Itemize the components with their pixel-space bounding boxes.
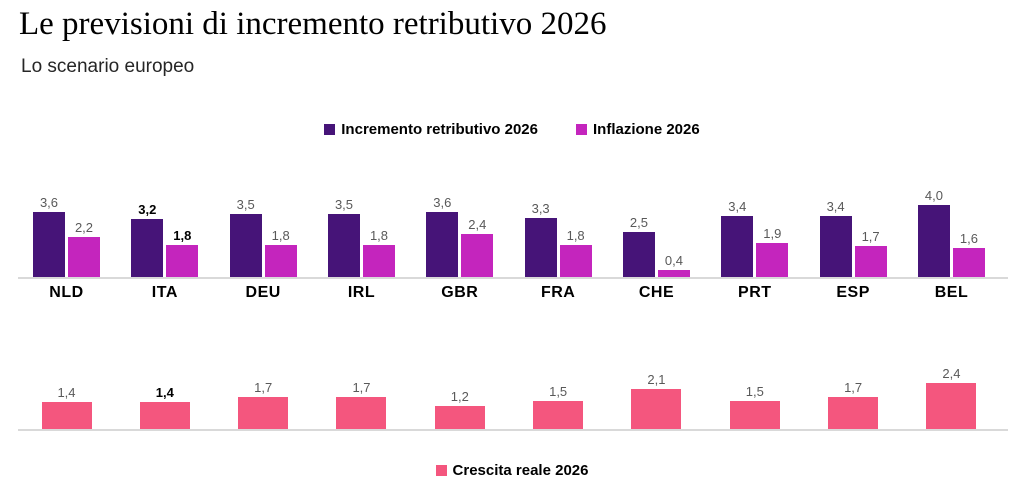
bar-inflazione-FRA bbox=[559, 244, 592, 277]
value-label-inflazione-PRT: 1,9 bbox=[763, 225, 782, 241]
value-label-inflazione-NLD: 2,2 bbox=[74, 220, 94, 236]
legend-top: Incremento retributivo 2026 Inflazione 2… bbox=[0, 121, 1024, 138]
legend-bottom: Crescita reale 2026 bbox=[0, 462, 1024, 479]
bar-incremento-DEU bbox=[229, 214, 262, 277]
value-label-incremento-FRA: 3,3 bbox=[531, 200, 550, 216]
value-label-crescita-FRA: 1,5 bbox=[549, 383, 568, 399]
value-label-incremento-BEL: 4,0 bbox=[924, 188, 943, 203]
category-label-FRA: FRA bbox=[540, 284, 576, 301]
bar-inflazione-PRT bbox=[756, 242, 789, 277]
legend-label-inflazione: Inflazione 2026 bbox=[593, 121, 700, 138]
legend-label-crescita: Crescita reale 2026 bbox=[452, 462, 589, 479]
value-label-crescita-ESP: 1,7 bbox=[844, 379, 863, 395]
bar-inflazione-CHE bbox=[657, 269, 690, 277]
value-label-inflazione-ITA: 1,8 bbox=[173, 227, 192, 243]
value-label-incremento-ESP: 3,4 bbox=[826, 198, 845, 214]
value-label-incremento-IRL: 3,5 bbox=[334, 197, 354, 212]
value-label-inflazione-DEU: 1,8 bbox=[271, 227, 290, 243]
legend-label-incremento: Incremento retributivo 2026 bbox=[341, 121, 538, 138]
value-label-crescita-BEL: 2,4 bbox=[942, 366, 961, 382]
value-label-crescita-PRT: 1,5 bbox=[745, 383, 764, 399]
bar-inflazione-IRL bbox=[362, 244, 395, 277]
category-label-BEL: BEL bbox=[934, 284, 969, 301]
bar-inflazione-ITA bbox=[166, 244, 199, 277]
bar-incremento-ITA bbox=[131, 219, 164, 277]
value-label-incremento-GBR: 3,6 bbox=[433, 195, 452, 211]
page-title: Le previsioni di incremento retributivo … bbox=[19, 6, 607, 42]
category-label-ESP: ESP bbox=[836, 284, 870, 301]
value-label-crescita-ITA: 1,4 bbox=[155, 385, 174, 401]
bar-crescita-IRL bbox=[336, 396, 387, 429]
value-label-incremento-NLD: 3,6 bbox=[39, 195, 59, 211]
bar-crescita-BEL bbox=[926, 383, 977, 429]
bar-crescita-ESP bbox=[828, 396, 879, 429]
bar-inflazione-NLD bbox=[68, 237, 100, 277]
legend-item-inflazione: Inflazione 2026 bbox=[576, 121, 700, 138]
value-label-incremento-DEU: 3,5 bbox=[236, 197, 255, 212]
bar-incremento-BEL bbox=[917, 205, 950, 277]
bar-incremento-CHE bbox=[622, 232, 655, 277]
bar-crescita-ITA bbox=[139, 402, 190, 429]
value-label-inflazione-IRL: 1,8 bbox=[369, 227, 389, 243]
legend-swatch-incremento bbox=[324, 124, 336, 135]
page-subtitle: Lo scenario europeo bbox=[21, 56, 195, 77]
bar-crescita-NLD bbox=[41, 402, 92, 429]
value-label-crescita-CHE: 2,1 bbox=[647, 372, 666, 388]
category-label-IRL: IRL bbox=[347, 284, 376, 301]
category-label-DEU: DEU bbox=[245, 284, 281, 301]
value-label-inflazione-FRA: 1,8 bbox=[566, 227, 585, 243]
value-label-inflazione-BEL: 1,6 bbox=[959, 231, 978, 247]
value-label-crescita-IRL: 1,7 bbox=[352, 379, 371, 395]
bar-crescita-FRA bbox=[533, 400, 584, 429]
value-label-crescita-DEU: 1,7 bbox=[254, 379, 273, 395]
bar-incremento-GBR bbox=[426, 212, 459, 277]
category-label-GBR: GBR bbox=[441, 284, 479, 301]
bar-incremento-ESP bbox=[819, 215, 852, 277]
value-label-inflazione-CHE: 0,4 bbox=[664, 252, 683, 268]
bar-inflazione-ESP bbox=[854, 246, 887, 277]
bar-inflazione-BEL bbox=[952, 248, 985, 277]
legend-item-crescita: Crescita reale 2026 bbox=[435, 462, 589, 479]
bar-incremento-PRT bbox=[721, 215, 754, 277]
value-label-crescita-GBR: 1,2 bbox=[450, 389, 469, 405]
value-label-crescita-NLD: 1,4 bbox=[57, 385, 76, 401]
value-label-inflazione-GBR: 2,4 bbox=[468, 216, 487, 232]
category-label-NLD: NLD bbox=[49, 284, 84, 301]
legend-item-incremento: Incremento retributivo 2026 bbox=[324, 121, 538, 138]
legend-swatch-crescita bbox=[435, 465, 447, 476]
bar-crescita-DEU bbox=[238, 396, 289, 429]
bar-incremento-FRA bbox=[524, 217, 557, 277]
top-chart-axis-line bbox=[18, 277, 1008, 279]
category-label-PRT: PRT bbox=[738, 284, 772, 301]
category-label-CHE: CHE bbox=[638, 284, 675, 301]
value-label-incremento-CHE: 2,5 bbox=[629, 215, 648, 230]
bar-crescita-CHE bbox=[631, 389, 682, 429]
bottom-chart-axis-line bbox=[18, 429, 1008, 431]
value-label-incremento-PRT: 3,4 bbox=[728, 198, 747, 214]
bar-inflazione-DEU bbox=[264, 244, 297, 277]
value-label-incremento-ITA: 3,2 bbox=[138, 202, 157, 218]
value-label-inflazione-ESP: 1,7 bbox=[861, 229, 880, 245]
bar-incremento-IRL bbox=[327, 214, 360, 277]
bar-inflazione-GBR bbox=[461, 233, 494, 277]
bar-incremento-NLD bbox=[33, 212, 65, 277]
legend-swatch-inflazione bbox=[576, 124, 587, 135]
bar-crescita-GBR bbox=[434, 406, 485, 429]
category-label-ITA: ITA bbox=[151, 284, 178, 301]
bar-crescita-PRT bbox=[729, 400, 780, 429]
